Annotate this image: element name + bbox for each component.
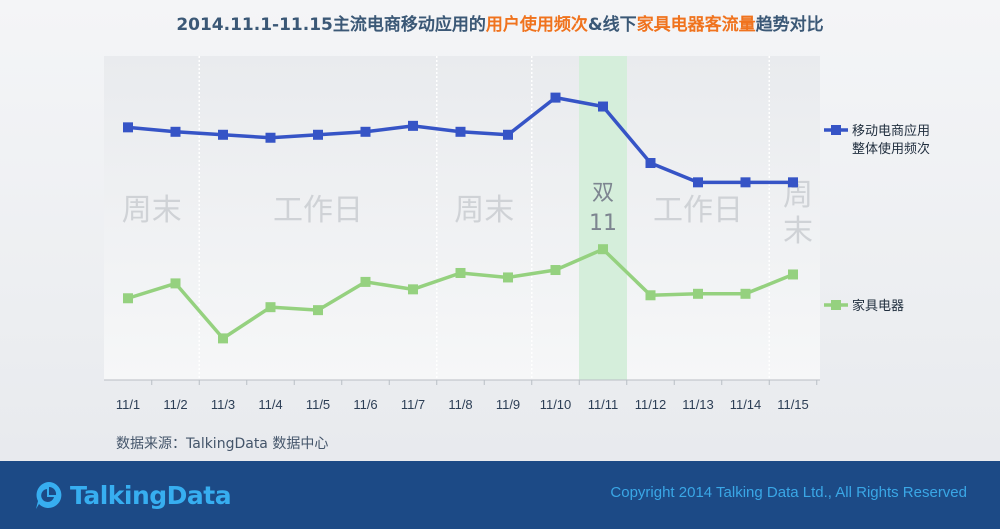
copyright-text: Copyright 2014 Talking Data Ltd., All Ri… [610, 484, 967, 501]
x-tick-label: 11/12 [635, 397, 667, 412]
title-highlight-usage: 用户使用频次 [485, 15, 588, 35]
x-tick-label: 11/7 [401, 397, 425, 412]
data-point [788, 269, 798, 280]
x-tick-label: 11/2 [163, 397, 187, 412]
title-part-1: 2014.11.1-11.15主流电商移动应用的 [176, 15, 486, 35]
data-point [598, 244, 608, 255]
data-point [408, 284, 418, 295]
data-point [170, 278, 181, 289]
x-tick-label: 11/14 [730, 397, 762, 412]
data-point [788, 177, 798, 188]
data-point [408, 120, 418, 131]
data-point [645, 158, 656, 169]
data-point [123, 122, 133, 133]
legend-marker [831, 125, 841, 135]
data-point [693, 288, 703, 299]
title-part-3: 趋势对比 [755, 15, 824, 35]
x-tick-label: 11/9 [496, 397, 520, 412]
data-point [218, 333, 228, 344]
period-label: 末 [783, 214, 813, 249]
title-part-2: &线下 [587, 15, 637, 35]
talkingdata-logo: TalkingData [34, 475, 232, 515]
logo-text: TalkingData [70, 480, 232, 510]
legend-label: 整体使用频次 [852, 141, 930, 157]
data-point [455, 126, 466, 137]
data-point [218, 129, 228, 140]
x-tick-label: 11/15 [777, 397, 809, 412]
period-label: 双 [592, 181, 614, 206]
legend-label: 移动电商应用 [852, 123, 930, 139]
x-tick-label: 11/5 [306, 397, 330, 412]
data-point [360, 276, 371, 287]
x-tick-label: 11/1 [116, 397, 140, 412]
period-label: 周末 [454, 193, 514, 228]
x-tick-label: 11/6 [353, 397, 377, 412]
period-label: 工作日 [273, 193, 363, 228]
data-point [550, 92, 561, 103]
data-point [598, 101, 608, 112]
plot-area [104, 56, 820, 380]
legend-label: 家具电器 [852, 298, 904, 314]
chart-title: 2014.11.1-11.15主流电商移动应用的用户使用频次&线下家具电器客流量… [0, 10, 1000, 35]
data-point [645, 290, 656, 301]
x-tick-label: 11/11 [588, 397, 619, 412]
data-point [503, 129, 513, 140]
data-point [265, 302, 276, 313]
data-point [503, 272, 513, 283]
legend-marker [831, 300, 841, 310]
data-point [455, 267, 466, 278]
title-highlight-traffic: 家具电器客流量 [636, 15, 756, 35]
data-point [123, 293, 133, 304]
logo-icon [36, 482, 62, 509]
x-tick-label: 11/3 [211, 397, 235, 412]
data-point [265, 132, 276, 143]
period-label: 周末 [122, 193, 182, 228]
period-label: 工作日 [653, 193, 743, 228]
data-point [170, 126, 181, 137]
data-point [313, 129, 323, 140]
data-point [740, 288, 751, 299]
x-tick-label: 11/4 [258, 397, 282, 412]
x-tick-label: 11/10 [540, 397, 572, 412]
x-tick-label: 11/8 [448, 397, 472, 412]
period-label: 11 [589, 211, 617, 236]
x-tick-label: 11/13 [682, 397, 714, 412]
data-point [360, 126, 371, 137]
footer-bar: TalkingData Copyright 2014 Talking Data … [0, 461, 1000, 529]
data-source-note: 数据来源：TalkingData 数据中心 [116, 436, 329, 452]
data-point [693, 177, 703, 188]
data-point [313, 305, 323, 316]
data-point [740, 177, 751, 188]
data-point [550, 265, 561, 276]
